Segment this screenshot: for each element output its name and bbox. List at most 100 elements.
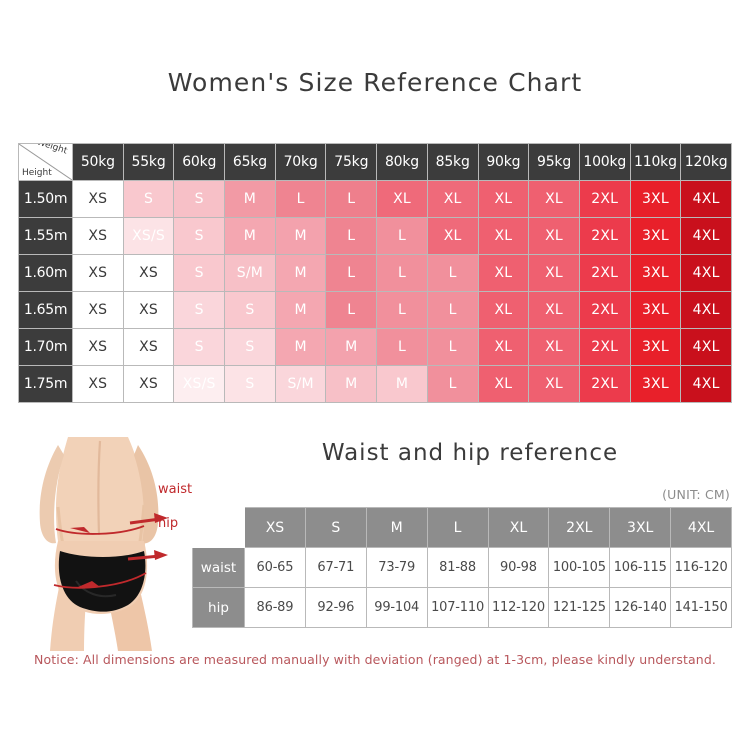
size-table-header-row: Weight Height 50kg 55kg 60kg 65kg 70kg 75kg 80… <box>18 143 732 181</box>
size-cell: 4XL <box>680 291 732 329</box>
size-table-head: Weight Height 50kg 55kg 60kg 65kg 70kg 75kg 80… <box>18 143 732 181</box>
axis-corner-cell: Weight Height <box>18 143 73 181</box>
weight-column-header: 65kg <box>224 143 276 181</box>
size-cell: L <box>376 328 428 366</box>
size-cell: S/M <box>224 254 276 292</box>
measurement-cell: 126-140 <box>609 587 672 628</box>
weight-column-header: 100kg <box>578 143 631 181</box>
weight-column-header: 95kg <box>528 143 580 181</box>
weight-column-header: 70kg <box>274 143 327 181</box>
axis-label-height: Height <box>22 168 52 178</box>
size-table-body: 1.50m XS S S M L L XL XL XL XL 2XL 3XL 4XL 1.55m XS XS/S… <box>18 180 732 403</box>
measurement-cell: 121-125 <box>548 587 611 628</box>
size-cell: 2XL <box>578 217 631 255</box>
size-cell: XS <box>122 254 175 292</box>
size-reference-table: Weight Height 50kg 55kg 60kg 65kg 70kg 75kg 80… <box>18 143 732 403</box>
section-title-waist-hip: Waist and hip reference <box>321 440 619 466</box>
size-cell: XL <box>477 254 530 292</box>
size-cell: S <box>173 328 226 366</box>
size-cell: S <box>224 365 276 403</box>
page-title: Women's Size Reference Chart <box>167 68 583 97</box>
size-cell: XL <box>426 217 479 255</box>
table-row: waist 60-65 67-71 73-79 81-88 90-98 100-105 106… <box>192 547 732 588</box>
measurement-cell: 92-96 <box>304 587 367 628</box>
size-cell: 4XL <box>680 254 732 292</box>
waist-hip-size-header: XL <box>487 507 550 548</box>
size-cell: 4XL <box>680 180 732 218</box>
size-cell: XL <box>528 365 580 403</box>
table-row: 1.50m XS S S M L L XL XL XL XL 2XL 3XL 4XL <box>18 180 732 218</box>
measurement-cell: 60-65 <box>244 547 306 588</box>
size-cell: 3XL <box>629 365 682 403</box>
measurement-cell: 116-120 <box>670 547 732 588</box>
size-cell: L <box>325 180 378 218</box>
size-cell: 3XL <box>629 254 682 292</box>
size-cell: 2XL <box>578 254 631 292</box>
weight-column-header: 55kg <box>122 143 175 181</box>
size-cell: 3XL <box>629 328 682 366</box>
size-cell: M <box>325 365 378 403</box>
table-row: 1.70m XS XS S S M M L L XL XL 2XL 3XL 4XL <box>18 328 732 366</box>
size-cell: S <box>224 291 276 329</box>
size-cell: XL <box>477 328 530 366</box>
size-cell: M <box>224 180 276 218</box>
size-cell: 4XL <box>680 217 732 255</box>
waist-hip-size-header: S <box>304 507 367 548</box>
measurement-cell: 112-120 <box>487 587 550 628</box>
measurement-cell: 141-150 <box>670 587 732 628</box>
measurement-cell: 67-71 <box>304 547 367 588</box>
size-cell: S/M <box>274 365 327 403</box>
size-cell: XL <box>477 365 530 403</box>
size-cell: XS/S <box>122 217 175 255</box>
waist-hip-table-container: XS S M L XL 2XL 3XL 4XL waist 60-65 67-71 73-79 81-… <box>192 507 732 628</box>
unit-note: (UNIT: CM) <box>662 487 730 502</box>
size-cell: L <box>325 217 378 255</box>
waist-hip-table-head: XS S M L XL 2XL 3XL 4XL <box>192 507 732 548</box>
size-cell: S <box>122 180 175 218</box>
height-row-header: 1.75m <box>18 365 73 403</box>
size-cell: M <box>224 217 276 255</box>
size-cell: XS <box>72 217 124 255</box>
waist-hip-size-header: M <box>365 507 428 548</box>
table-row: hip 86-89 92-96 99-104 107-110 112-120 121-125… <box>192 587 732 628</box>
measurement-cell: 106-115 <box>609 547 672 588</box>
size-cell: XS <box>72 328 124 366</box>
waist-hip-size-header: 2XL <box>548 507 611 548</box>
weight-column-header: 80kg <box>376 143 428 181</box>
size-cell: L <box>426 328 479 366</box>
waist-hip-size-header: 4XL <box>670 507 732 548</box>
table-row: 1.55m XS XS/S S M M L L XL XL XL 2XL 3XL 4XL <box>18 217 732 255</box>
size-cell: 3XL <box>629 291 682 329</box>
size-cell: XS <box>72 365 124 403</box>
size-cell: XS <box>122 328 175 366</box>
size-cell: XS <box>72 254 124 292</box>
size-cell: M <box>325 328 378 366</box>
waist-hip-size-header: L <box>426 507 489 548</box>
size-cell: L <box>274 180 327 218</box>
size-cell: L <box>376 254 428 292</box>
size-cell: L <box>325 291 378 329</box>
weight-column-header: 85kg <box>426 143 479 181</box>
table-row: 1.75m XS XS XS/S S S/M M M L XL XL 2XL 3XL 4XL <box>18 365 732 403</box>
table-row: 1.65m XS XS S S M L L L XL XL 2XL 3XL 4XL <box>18 291 732 329</box>
size-cell: L <box>325 254 378 292</box>
weight-column-header: 60kg <box>173 143 226 181</box>
size-cell: L <box>376 217 428 255</box>
weight-column-header: 110kg <box>629 143 682 181</box>
measurement-cell: 107-110 <box>426 587 489 628</box>
waist-hip-header-row: XS S M L XL 2XL 3XL 4XL <box>192 507 732 548</box>
weight-column-header: 120kg <box>680 143 732 181</box>
hip-callout-label: hip <box>158 516 179 531</box>
size-cell: M <box>376 365 428 403</box>
size-cell: L <box>376 291 428 329</box>
waist-hip-table: XS S M L XL 2XL 3XL 4XL waist 60-65 67-71 73-79 81-… <box>192 507 732 628</box>
size-reference-table-container: Weight Height 50kg 55kg 60kg 65kg 70kg 75kg 80… <box>18 143 732 403</box>
weight-column-header: 75kg <box>325 143 378 181</box>
size-cell: XL <box>376 180 428 218</box>
waist-hip-row-header: waist <box>192 547 245 588</box>
size-cell: XL <box>528 328 580 366</box>
size-cell: M <box>274 217 327 255</box>
size-cell: S <box>173 254 226 292</box>
size-cell: M <box>274 328 327 366</box>
